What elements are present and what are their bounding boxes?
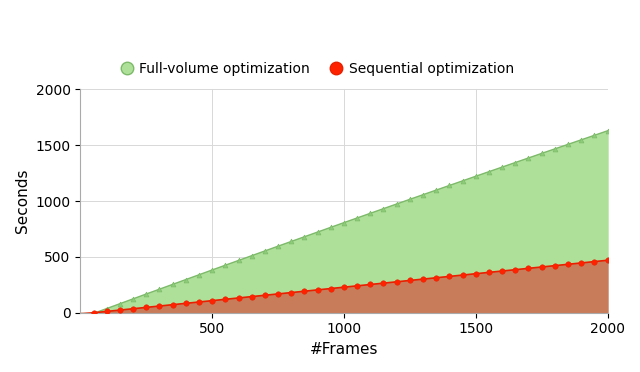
X-axis label: #Frames: #Frames	[310, 342, 378, 357]
Y-axis label: Seconds: Seconds	[15, 169, 30, 233]
Legend: Full-volume optimization, Sequential optimization: Full-volume optimization, Sequential opt…	[116, 56, 520, 81]
